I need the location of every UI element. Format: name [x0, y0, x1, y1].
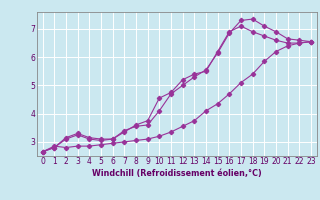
- X-axis label: Windchill (Refroidissement éolien,°C): Windchill (Refroidissement éolien,°C): [92, 169, 262, 178]
